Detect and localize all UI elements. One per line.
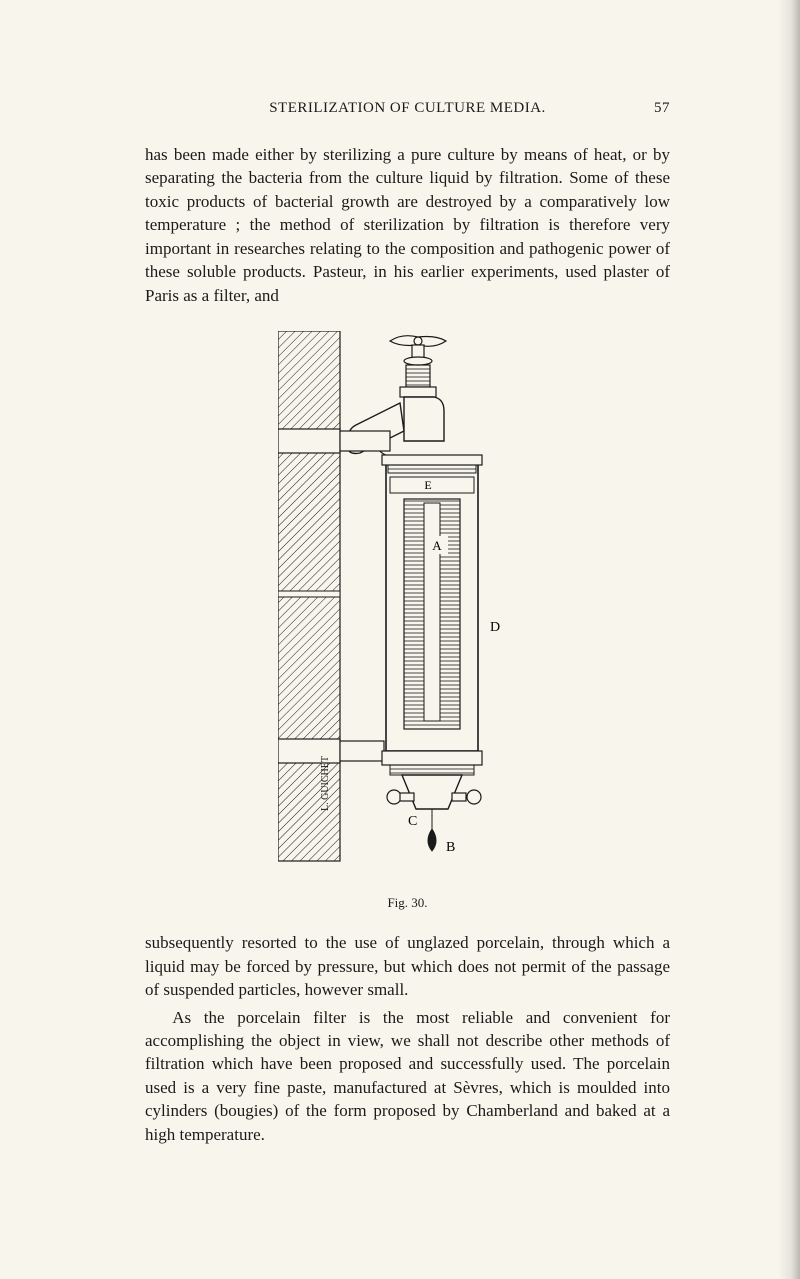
label-B: B: [446, 840, 455, 855]
page-number: 57: [630, 100, 670, 117]
figure-caption: Fig. 30.: [145, 895, 670, 911]
page: STERILIZATION OF CULTURE MEDIA. 57 has b…: [0, 0, 800, 1279]
body-text: has been made either by sterilizing a pu…: [145, 143, 670, 307]
header-title: STERILIZATION OF CULTURE MEDIA.: [185, 100, 630, 117]
paragraph-3: As the porcelain filter is the most reli…: [145, 1006, 670, 1147]
label-C: C: [408, 814, 417, 829]
label-D: D: [490, 620, 500, 635]
figure-30: L. GUICHET E: [145, 331, 670, 911]
filter-apparatus-illustration: L. GUICHET E: [278, 331, 538, 891]
paragraph-1: has been made either by sterilizing a pu…: [145, 143, 670, 307]
running-header: STERILIZATION OF CULTURE MEDIA. 57: [145, 100, 670, 117]
paragraph-2: subsequently resorted to the use of ungl…: [145, 931, 670, 1001]
label-E: E: [424, 478, 431, 492]
label-A: A: [432, 538, 442, 553]
body-text-lower: subsequently resorted to the use of ungl…: [145, 931, 670, 1146]
maker-label: L. GUICHET: [320, 756, 331, 811]
